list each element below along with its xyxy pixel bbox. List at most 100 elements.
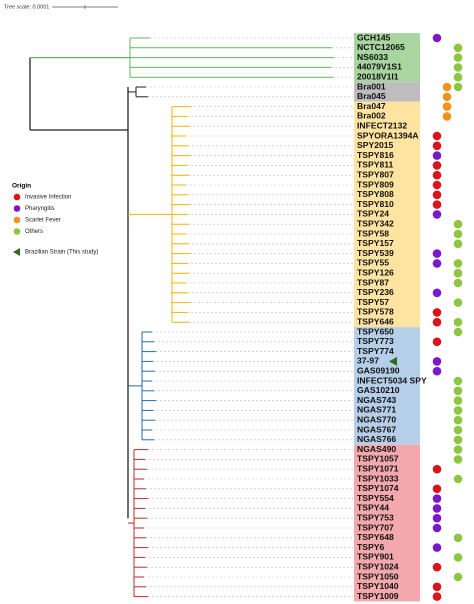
origin-dot (453, 229, 463, 239)
origin-dot (453, 474, 463, 484)
origin-dot (453, 396, 463, 405)
origin-dot (442, 102, 452, 111)
leaf-label: TSPY773 (357, 336, 394, 346)
origin-dot (432, 210, 442, 219)
origin-dot (453, 553, 463, 562)
origin-dot (442, 82, 452, 92)
origin-dot (442, 92, 452, 102)
tree-scale-label: Tree scale: 0.0001 (4, 4, 49, 10)
leaf-label: TSPY342 (357, 218, 394, 228)
leaf-label: NS6033 (357, 52, 388, 62)
leaf-label: TSPY816 (357, 150, 394, 160)
leaf-label: TSPY646 (357, 316, 394, 326)
leaf-label: TSPY44 (357, 503, 389, 513)
leaf-label: Bra002 (357, 111, 386, 121)
origin-dot (432, 317, 442, 327)
legend-item: Invasive Infection (25, 195, 71, 201)
origin-dot (432, 543, 442, 552)
origin-dot (453, 219, 463, 229)
leaf-label: TSPY809 (357, 179, 394, 189)
leaf-label: TSPY1050 (357, 571, 399, 581)
leaf-label: TSPY539 (357, 248, 394, 258)
origin-dot (432, 131, 442, 141)
origin-dot (453, 406, 463, 415)
origin-dot (432, 366, 442, 376)
origin-dot (432, 504, 442, 513)
origin-dot (432, 337, 442, 347)
leaf-label: TSPY157 (357, 238, 394, 248)
origin-dot (432, 161, 442, 170)
leaf-label: TSPY808 (357, 189, 394, 199)
origin-dot (453, 239, 463, 249)
leaf-label: GAS09190 (357, 365, 400, 375)
leaf-label: TSPY554 (357, 493, 394, 503)
leaf-label: INFECT5034 SPY (357, 375, 427, 385)
leaf-label: TSPY1024 (357, 561, 399, 571)
origin-dot (453, 72, 463, 82)
origin-dot (432, 464, 442, 474)
leaf-label: TSPY650 (357, 326, 394, 336)
leaf-label: TSPY753 (357, 512, 394, 522)
leaf-label: TSPY24 (357, 209, 389, 219)
legend-item: Pharyngitis (25, 206, 55, 212)
leaf-label: TSPY1009 (357, 591, 399, 601)
leaf-label: NCTC12065 (357, 42, 405, 52)
origin-dot (432, 592, 442, 601)
leaf-label: GCH145 (357, 32, 391, 42)
leaf-label: 20018V1I1 (357, 71, 399, 81)
legend-dot (13, 216, 21, 224)
origin-dot (453, 415, 463, 425)
origin-dot (453, 425, 463, 435)
origin-dot (432, 33, 442, 43)
origin-dot (453, 259, 463, 268)
origin-dot (432, 494, 442, 503)
leaf-label: TSPY811 (357, 160, 394, 170)
origin-dot (432, 200, 442, 209)
origin-dot (432, 484, 442, 494)
origin-dot (453, 572, 463, 582)
origin-dot (432, 582, 442, 592)
leaf-label: TSPY58 (357, 228, 389, 238)
leaf-label: Bra045 (357, 91, 386, 101)
origin-dot (432, 141, 442, 151)
origin-dot (453, 298, 463, 307)
leaf-label: SPY2015 (357, 140, 394, 150)
origin-dot (453, 317, 463, 327)
legend-item: Scarlet Fever (25, 218, 61, 224)
origin-dot (432, 180, 442, 190)
leaf-label: TSPY236 (357, 287, 394, 297)
leaf-label: TSPY578 (357, 307, 394, 317)
clade-background (354, 82, 420, 102)
clade-background (354, 101, 420, 328)
leaf-label: TSPY1057 (357, 454, 399, 464)
origin-dot (453, 435, 463, 445)
leaf-label: 44079V1S1 (357, 62, 402, 72)
leaf-label: TSPY810 (357, 199, 394, 209)
leaf-label: INFECT2132 (357, 120, 407, 130)
origin-dot (453, 268, 463, 278)
leaf-label: NGAS490 (357, 444, 396, 454)
leaf-label: Bra001 (357, 81, 386, 91)
leaf-label: TSPY648 (357, 532, 394, 542)
leaf-label: TSPY901 (357, 552, 394, 562)
legend-dot (13, 228, 21, 235)
origin-dot (453, 445, 463, 454)
clade-background (354, 327, 420, 445)
leaf-label: NGAS771 (357, 405, 396, 415)
leaf-label: Bra047 (357, 101, 386, 111)
leaf-label: TSPY1071 (357, 463, 399, 473)
leaf-label: NGAS766 (357, 434, 396, 444)
legend-dot (13, 193, 21, 201)
origin-dot (453, 386, 463, 396)
legend-item: Others (25, 229, 43, 235)
leaf-label: TSPY55 (357, 258, 389, 268)
leaf-label: TSPY707 (357, 522, 394, 532)
origin-dot (432, 288, 442, 298)
legend-triangle (13, 248, 20, 256)
origin-dot (453, 43, 463, 53)
leaf-label: NGAS770 (357, 414, 396, 424)
legend-title: Origin (12, 183, 31, 190)
origin-dot (453, 455, 463, 464)
origin-dot (432, 523, 442, 533)
origin-dot (453, 63, 463, 72)
